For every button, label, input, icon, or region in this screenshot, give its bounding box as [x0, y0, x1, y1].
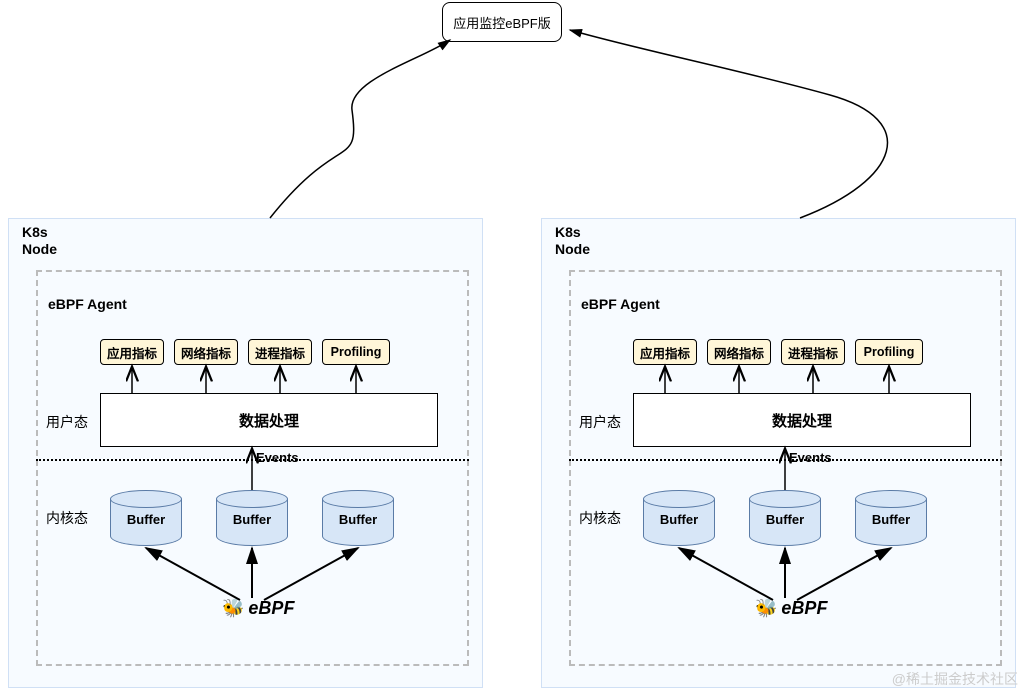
metric-label: 网络指标 — [714, 343, 764, 362]
metric-net-1: 网络指标 — [174, 339, 238, 365]
metric-prof-1: Profiling — [322, 339, 390, 365]
buffer-cyl-2a: Buffer — [643, 490, 715, 546]
buffer-cyl-1b: Buffer — [216, 490, 288, 546]
buffer-label: Buffer — [749, 512, 821, 527]
ebpf-text: eBPF — [248, 598, 294, 619]
k8s-node-2-label: K8s Node — [555, 224, 590, 258]
app-monitor-title: 应用监控eBPF版 — [453, 13, 551, 32]
kernel-mode-label-1: 内核态 — [46, 508, 88, 528]
buffer-label: Buffer — [643, 512, 715, 527]
buffer-cyl-2b: Buffer — [749, 490, 821, 546]
bee-icon: 🐝 — [222, 598, 244, 619]
buffer-cyl-2c: Buffer — [855, 490, 927, 546]
mode-divider-2 — [569, 459, 1002, 461]
user-mode-label-2: 用户态 — [579, 412, 621, 432]
kernel-mode-label-2: 内核态 — [579, 508, 621, 528]
ebpf-agent-label-1: eBPF Agent — [48, 296, 127, 312]
metric-label: 进程指标 — [788, 343, 838, 362]
watermark: @稀土掘金技术社区 — [892, 669, 1018, 689]
bee-icon: 🐝 — [755, 598, 777, 619]
user-mode-label-1: 用户态 — [46, 412, 88, 432]
mode-divider-1 — [36, 459, 469, 461]
events-label-1: Events — [256, 450, 299, 465]
metric-label: 进程指标 — [255, 343, 305, 362]
metric-label: 应用指标 — [640, 343, 690, 362]
metric-proc-2: 进程指标 — [781, 339, 845, 365]
buffer-cyl-1c: Buffer — [322, 490, 394, 546]
data-processing-box-1: 数据处理 — [100, 393, 438, 447]
ebpf-logo-1: 🐝 eBPF — [222, 598, 294, 619]
metric-proc-1: 进程指标 — [248, 339, 312, 365]
ebpf-logo-2: 🐝 eBPF — [755, 598, 827, 619]
metric-app-1: 应用指标 — [100, 339, 164, 365]
buffer-label: Buffer — [855, 512, 927, 527]
metric-prof-2: Profiling — [855, 339, 923, 365]
ebpf-agent-label-2: eBPF Agent — [581, 296, 660, 312]
k8s-node-1-label: K8s Node — [22, 224, 57, 258]
metric-label: 应用指标 — [107, 343, 157, 362]
metric-net-2: 网络指标 — [707, 339, 771, 365]
data-processing-label: 数据处理 — [239, 410, 299, 431]
metric-app-2: 应用指标 — [633, 339, 697, 365]
buffer-label: Buffer — [216, 512, 288, 527]
data-processing-box-2: 数据处理 — [633, 393, 971, 447]
events-label-2: Events — [789, 450, 832, 465]
metric-label: Profiling — [864, 345, 915, 359]
metric-label: Profiling — [331, 345, 382, 359]
app-monitor-box: 应用监控eBPF版 — [442, 2, 562, 42]
metric-label: 网络指标 — [181, 343, 231, 362]
buffer-label: Buffer — [322, 512, 394, 527]
ebpf-text: eBPF — [781, 598, 827, 619]
buffer-cyl-1a: Buffer — [110, 490, 182, 546]
buffer-label: Buffer — [110, 512, 182, 527]
data-processing-label: 数据处理 — [772, 410, 832, 431]
